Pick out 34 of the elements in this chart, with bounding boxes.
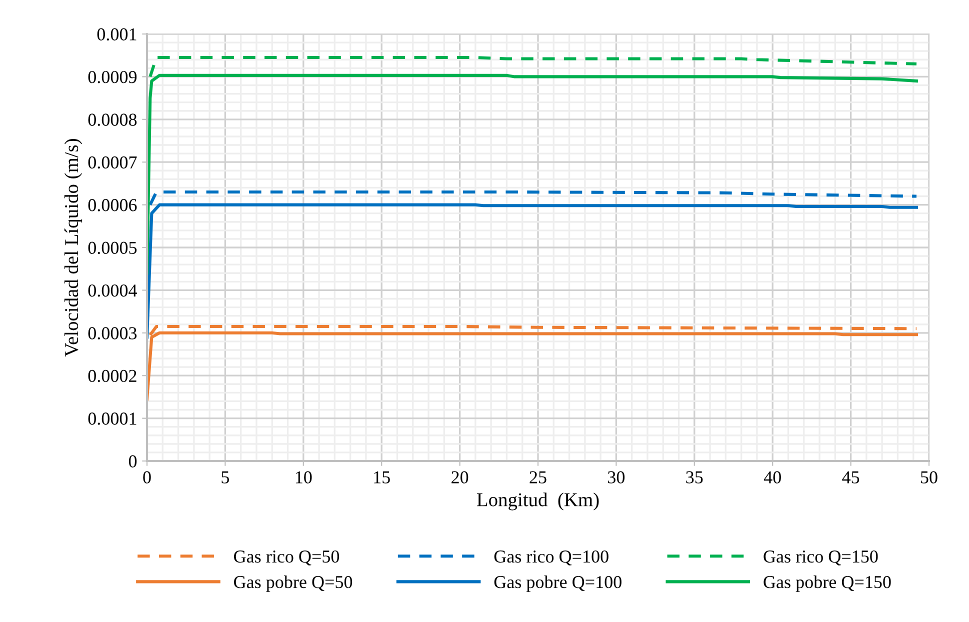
legend-label: Gas rico Q=100	[494, 550, 608, 566]
x-tick-label: 30	[608, 471, 625, 484]
y-tick-label: 0.001	[97, 28, 136, 41]
y-tick-label: 0.0007	[88, 156, 137, 169]
x-tick-label: 15	[374, 471, 390, 484]
y-tick-label: 0.0002	[88, 370, 136, 382]
y-tick-label: 0.0006	[88, 199, 137, 212]
line-series	[147, 74, 918, 275]
legend-label: Gas rico Q=150	[764, 550, 878, 566]
y-tick-label: 0.0005	[88, 242, 137, 254]
legend-label: Gas pobre Q=50	[234, 575, 352, 592]
legend-label: Gas pobre Q=150	[764, 575, 891, 592]
legend-label: Gas rico Q=50	[234, 550, 340, 566]
line-series	[148, 56, 918, 78]
x-tick-label: 35	[686, 471, 703, 484]
y-tick-label: 0.0009	[88, 70, 137, 84]
x-tick-label: 20	[452, 471, 468, 484]
x-tick-label: 50	[921, 471, 938, 484]
y-tick-label: 0.0008	[88, 114, 137, 126]
y-tick-label: 0.0001	[88, 412, 136, 425]
y-axis-title: Velocidad del Líquido (m/s)	[64, 139, 82, 357]
x-tick-label: 40	[764, 471, 781, 484]
y-tick-label: 0	[128, 455, 137, 468]
y-tick-label: 0.0003	[88, 327, 137, 340]
x-axis-title: Longitud (Km)	[476, 492, 599, 510]
x-tick-label: 45	[842, 471, 860, 484]
y-tick-label: 0.0004	[88, 284, 137, 297]
x-tick-label: 5	[222, 471, 230, 484]
legend-label: Gas pobre Q=100	[494, 575, 622, 592]
x-tick-label: 25	[530, 471, 546, 484]
line-series	[147, 203, 918, 339]
x-tick-label: 10	[296, 471, 312, 484]
x-tick-label: 0	[143, 471, 151, 484]
line-series	[148, 190, 918, 206]
